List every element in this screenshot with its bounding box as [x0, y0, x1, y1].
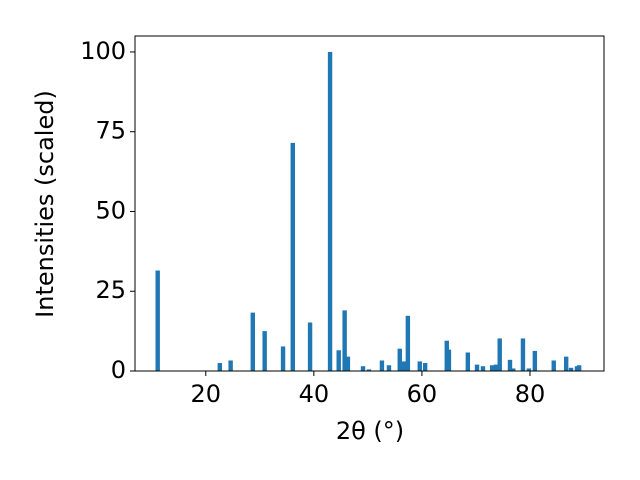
bar — [493, 364, 499, 371]
bar — [379, 360, 385, 371]
bar — [576, 365, 582, 371]
y-tick-label: 75 — [95, 117, 126, 145]
plot-frame — [134, 35, 605, 372]
bar — [417, 361, 422, 371]
bar — [511, 368, 516, 371]
x-axis-label: 2θ (°) — [336, 417, 404, 445]
bar — [497, 338, 502, 371]
bar — [446, 349, 452, 371]
bar — [336, 350, 341, 371]
y-tick-label: 25 — [95, 276, 126, 304]
bar — [290, 142, 295, 371]
bar — [489, 365, 495, 371]
x-tick-label: 20 — [191, 380, 222, 408]
bar — [228, 360, 233, 371]
bar — [422, 363, 428, 371]
bar — [342, 310, 347, 371]
bar — [551, 360, 556, 371]
bar — [520, 338, 526, 371]
bar — [480, 366, 486, 371]
y-tick-label: 0 — [111, 356, 126, 384]
bar — [507, 359, 513, 371]
x-tick-label: 40 — [299, 380, 330, 408]
bar — [386, 365, 392, 371]
y-axis-label: Intensities (scaled) — [31, 90, 59, 318]
bar — [397, 348, 402, 371]
x-tick-label: 60 — [407, 380, 438, 408]
bar — [345, 356, 351, 371]
bar — [474, 364, 480, 371]
bar — [307, 322, 313, 371]
bar — [262, 331, 267, 371]
bar — [568, 367, 574, 371]
y-tick-label: 50 — [95, 196, 126, 224]
y-tick-label: 100 — [80, 37, 126, 65]
bar — [327, 51, 333, 371]
bar — [366, 369, 372, 371]
bar — [563, 356, 569, 371]
x-tick-label: 80 — [515, 380, 546, 408]
bar — [280, 346, 286, 371]
bar — [360, 366, 366, 371]
bar — [532, 350, 538, 371]
bar — [465, 352, 471, 371]
bar — [155, 270, 160, 371]
bar — [401, 361, 407, 371]
bar — [250, 312, 255, 371]
bar — [217, 363, 223, 371]
bar — [526, 368, 532, 371]
bar — [405, 315, 411, 371]
